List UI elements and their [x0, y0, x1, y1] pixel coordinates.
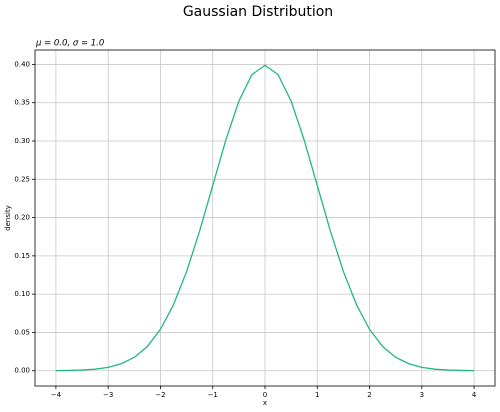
y-tick-label: 0.05 — [14, 328, 30, 336]
y-tick-label: 0.00 — [14, 367, 30, 375]
y-tick-label: 0.10 — [14, 290, 30, 298]
y-tick-label: 0.30 — [14, 137, 30, 145]
line-series — [55, 64, 475, 372]
x-tick-label: 2 — [367, 391, 371, 399]
x-tick-label: 1 — [315, 391, 319, 399]
x-tick-label: 0 — [263, 391, 267, 399]
x-tick-label: −1 — [208, 391, 218, 399]
x-tick-label: −4 — [51, 391, 62, 399]
x-axis-label: x — [263, 399, 267, 407]
y-tick-label: 0.20 — [14, 214, 30, 222]
chart-title: Gaussian Distribution — [183, 4, 333, 20]
x-tick-label: 4 — [472, 391, 477, 399]
y-tick-label: 0.35 — [14, 99, 30, 107]
plot-frame — [34, 49, 496, 387]
y-tick-label: 0.25 — [14, 175, 30, 183]
y-tick-label: 0.15 — [14, 252, 30, 260]
x-tick-label: −3 — [103, 391, 113, 399]
x-tick-label: 3 — [420, 391, 424, 399]
y-tick-label: 0.40 — [14, 60, 30, 68]
y-axis-label: density — [4, 205, 12, 231]
chart-subtitle: μ = 0.0, σ = 1.0 — [35, 39, 104, 49]
x-tick-label: −2 — [155, 391, 165, 399]
